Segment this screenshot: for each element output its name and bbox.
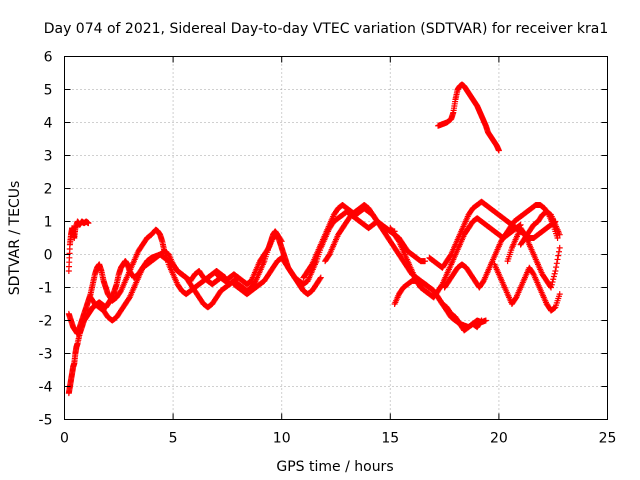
data-point xyxy=(556,291,563,298)
data-point xyxy=(550,273,557,280)
data-point xyxy=(548,284,555,291)
data-point xyxy=(554,256,561,263)
x-tick-label: 5 xyxy=(169,431,178,447)
y-tick-labels: -5 -4 -3 -2 -1 0 1 2 3 4 5 6 xyxy=(39,50,53,429)
y-tick-label: 4 xyxy=(44,116,53,132)
y-tick-label: -3 xyxy=(39,347,53,363)
x-tick-label: 15 xyxy=(381,431,399,447)
y-tick-label: 3 xyxy=(44,149,53,165)
data-point xyxy=(552,268,559,274)
ticks-layer xyxy=(64,56,608,420)
data-point xyxy=(551,270,558,277)
plot-frame xyxy=(64,56,608,420)
chart-title: Day 074 of 2021, Sidereal Day-to-day VTE… xyxy=(44,21,609,37)
x-tick-label: 20 xyxy=(490,431,508,447)
x-tick-label: 0 xyxy=(60,431,69,447)
data-point xyxy=(477,318,484,325)
data-point xyxy=(422,258,429,265)
data-point xyxy=(317,275,324,282)
data-point xyxy=(554,235,561,241)
data-point xyxy=(495,147,502,154)
x-tick-label: 10 xyxy=(273,431,291,447)
y-axis-title: SDTVAR / TECUs xyxy=(7,181,23,296)
data-point xyxy=(549,279,556,285)
y-tick-label: -5 xyxy=(39,413,53,429)
y-tick-label: 6 xyxy=(44,50,53,66)
data-point xyxy=(555,248,562,255)
x-tick-labels: 0 5 10 15 20 25 xyxy=(60,431,616,447)
data-point xyxy=(556,231,563,238)
x-axis-title: GPS time / hours xyxy=(276,459,393,475)
y-tick-label: -2 xyxy=(39,314,53,330)
data-point xyxy=(553,260,560,267)
data-point xyxy=(478,317,485,324)
data-point xyxy=(550,276,557,283)
x-tick-label: 25 xyxy=(599,431,617,447)
y-tick-label: -4 xyxy=(39,380,53,396)
y-tick-label: 1 xyxy=(44,215,53,231)
y-tick-label: 2 xyxy=(44,182,53,198)
y-tick-label: 0 xyxy=(44,248,53,264)
data-point xyxy=(553,264,560,271)
points-layer xyxy=(65,81,563,397)
data-point xyxy=(317,274,324,281)
y-tick-label: 5 xyxy=(44,83,53,99)
data-point xyxy=(85,220,92,227)
data-point xyxy=(556,244,563,251)
data-point xyxy=(548,281,555,288)
data-point xyxy=(555,252,562,259)
y-tick-label: -1 xyxy=(39,281,53,297)
